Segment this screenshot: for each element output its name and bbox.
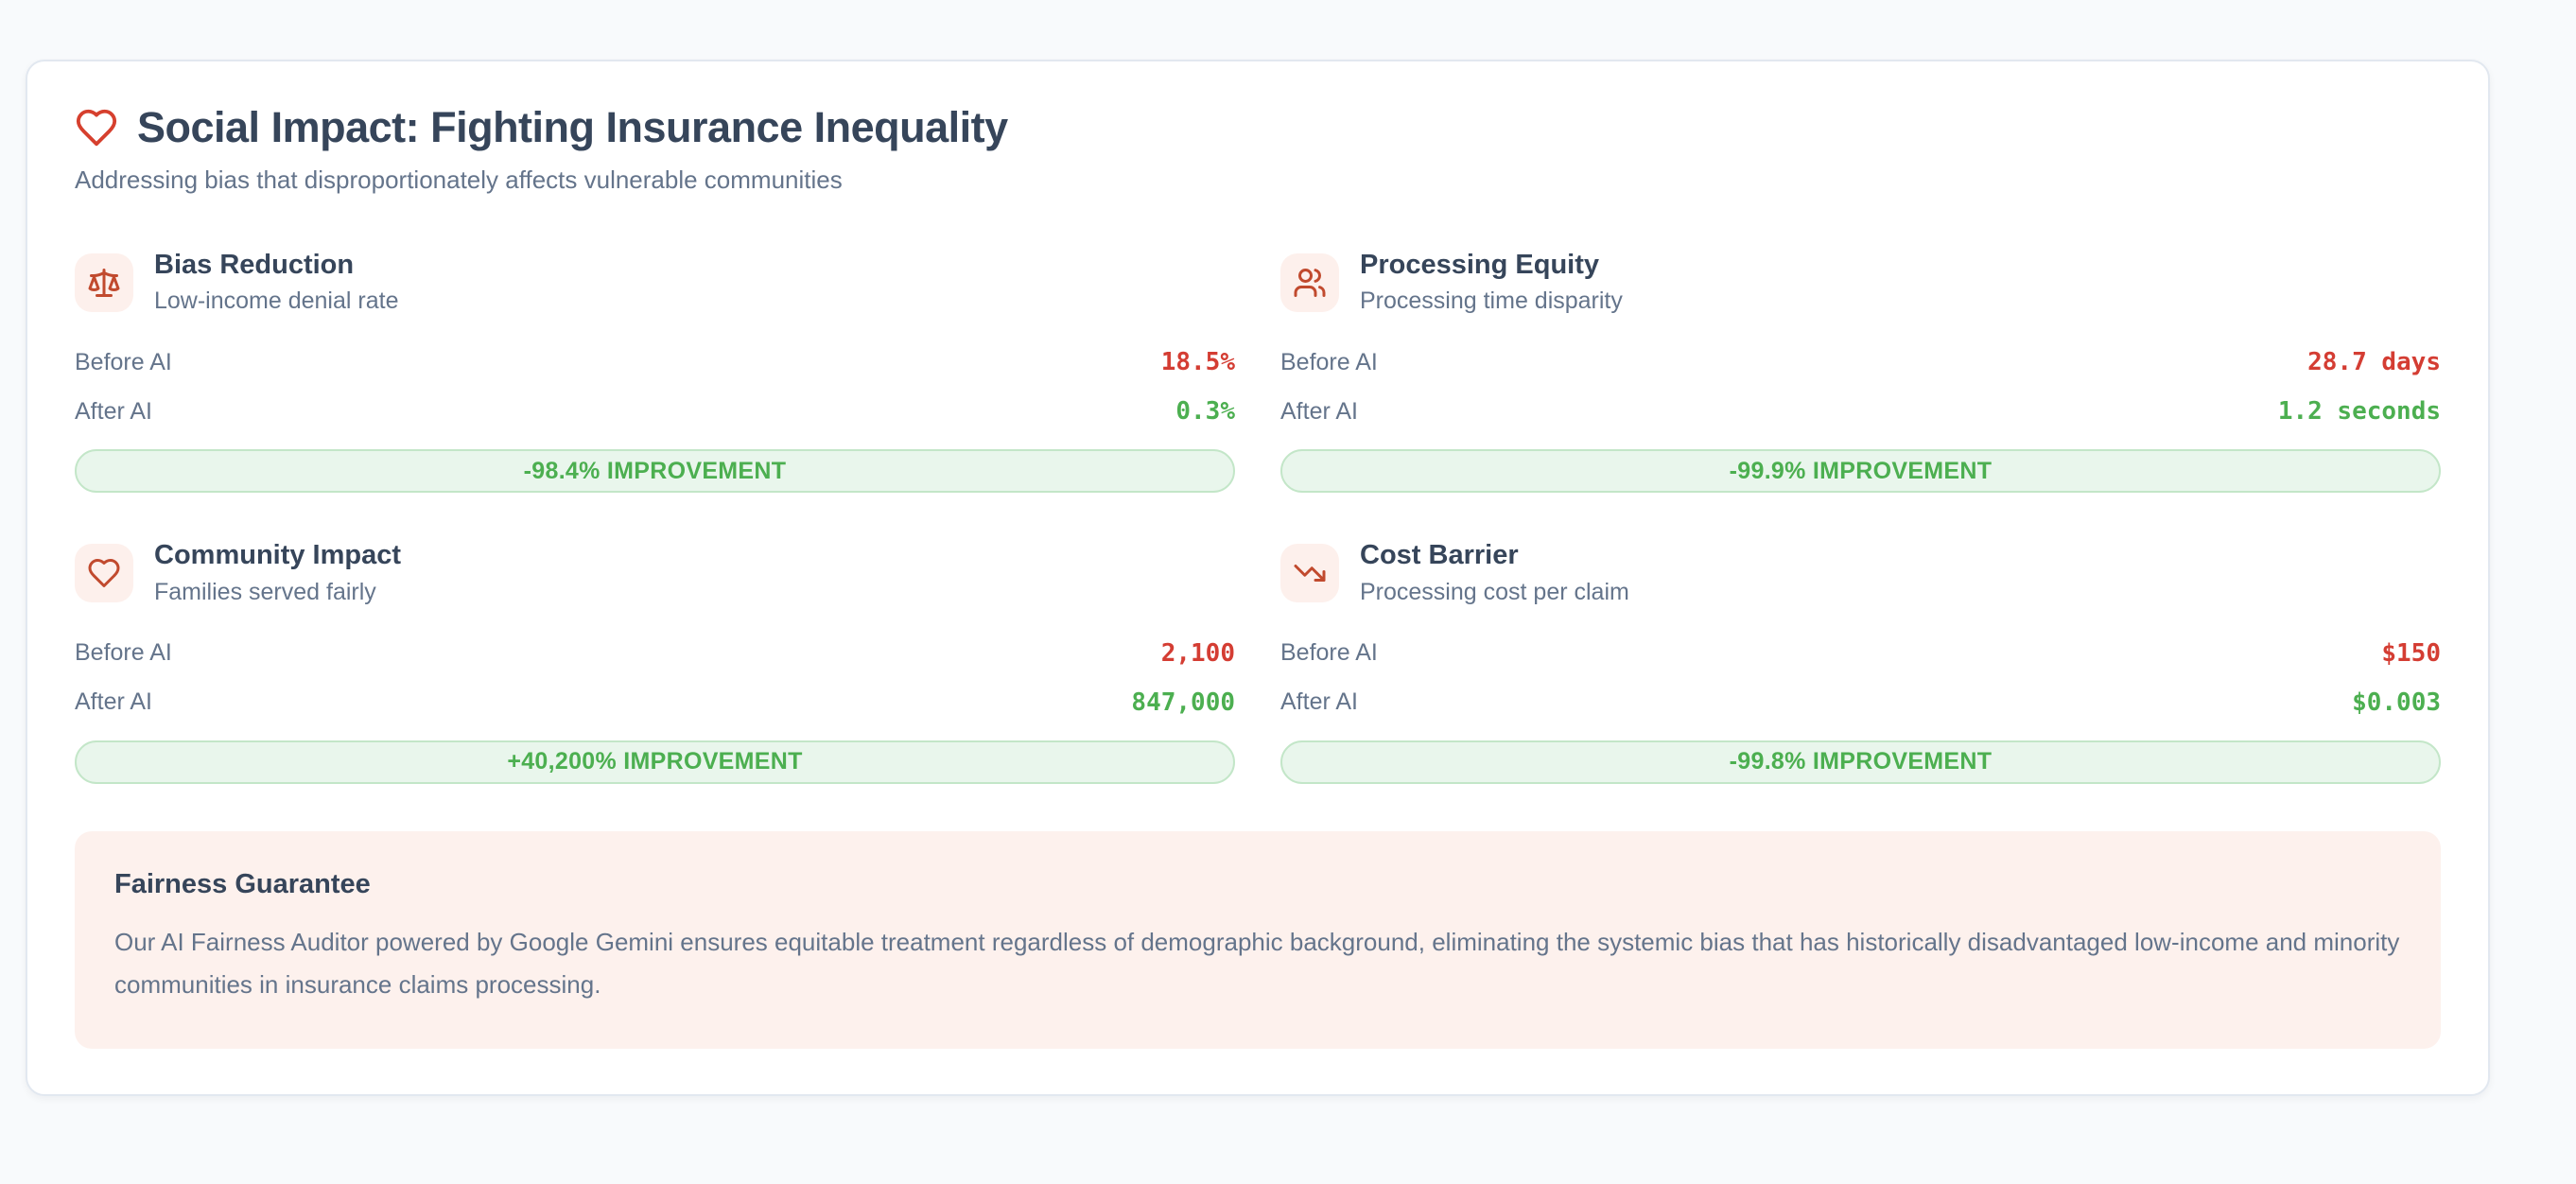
users-icon: [1294, 268, 1326, 297]
icon-chip: [1280, 252, 1339, 312]
fairness-guarantee-panel: Fairness Guarantee Our AI Fairness Audit…: [75, 830, 2441, 1049]
after-value: 0.3%: [1175, 397, 1235, 427]
icon-chip: [75, 544, 133, 603]
before-row: Before AI 2,100: [75, 629, 1235, 678]
before-label: Before AI: [75, 639, 172, 667]
before-row: Before AI $150: [1280, 629, 2441, 678]
metric-rows: Before AI 2,100 After AI 847,000: [75, 629, 1235, 727]
after-label: After AI: [1280, 397, 1358, 425]
metric-subtitle: Processing cost per claim: [1360, 578, 1629, 605]
trending-down-icon: [1294, 565, 1326, 583]
before-value: $150: [2381, 638, 2441, 668]
after-row: After AI 1.2 seconds: [1280, 387, 2441, 436]
metric-rows: Before AI 18.5% After AI 0.3%: [75, 338, 1235, 436]
metric-title: Community Impact: [154, 540, 402, 571]
metric-header: Bias Reduction Low-income denial rate: [75, 250, 1235, 315]
metric-card-bias-reduction: Bias Reduction Low-income denial rate Be…: [75, 250, 1235, 494]
metric-card-processing-equity: Processing Equity Processing time dispar…: [1280, 250, 2441, 494]
after-row: After AI 0.3%: [75, 387, 1235, 436]
metric-subtitle: Families served fairly: [154, 578, 376, 605]
metric-card-cost-barrier: Cost Barrier Processing cost per claim B…: [1280, 540, 2441, 784]
metric-titles: Processing Equity Processing time dispar…: [1360, 250, 1623, 315]
card-header: Social Impact: Fighting Insurance Inequa…: [75, 103, 2441, 152]
metric-rows: Before AI $150 After AI $0.003: [1280, 629, 2441, 727]
before-row: Before AI 18.5%: [75, 338, 1235, 387]
before-label: Before AI: [75, 348, 172, 375]
before-value: 18.5%: [1160, 348, 1235, 377]
metric-rows: Before AI 28.7 days After AI 1.2 seconds: [1280, 338, 2441, 436]
fairness-title: Fairness Guarantee: [114, 868, 371, 899]
metric-title: Bias Reduction: [154, 250, 355, 280]
after-label: After AI: [75, 688, 152, 716]
improvement-badge: -99.9% IMPROVEMENT: [1280, 449, 2441, 494]
improvement-badge: +40,200% IMPROVEMENT: [75, 740, 1235, 784]
before-label: Before AI: [1280, 348, 1378, 375]
heart-icon: [76, 109, 117, 147]
metric-subtitle: Low-income denial rate: [154, 287, 399, 315]
metric-header: Processing Equity Processing time dispar…: [1280, 250, 2441, 315]
after-value: 847,000: [1131, 688, 1235, 717]
metric-card-community-impact: Community Impact Families served fairly …: [75, 540, 1235, 784]
page-subtitle: Addressing bias that disproportionately …: [75, 165, 843, 194]
scales-icon: [88, 268, 120, 297]
after-label: After AI: [75, 397, 152, 425]
after-value: 1.2 seconds: [2277, 397, 2441, 427]
metric-title: Processing Equity: [1360, 250, 1600, 280]
after-label: After AI: [1280, 688, 1358, 716]
before-value: 28.7 days: [2307, 348, 2441, 377]
icon-chip: [1280, 544, 1339, 603]
metric-titles: Community Impact Families served fairly: [154, 540, 401, 605]
metrics-grid: Bias Reduction Low-income denial rate Be…: [75, 250, 2441, 784]
after-row: After AI $0.003: [1280, 678, 2441, 727]
metric-titles: Cost Barrier Processing cost per claim: [1360, 540, 1629, 605]
metric-title: Cost Barrier: [1360, 540, 1519, 571]
improvement-badge: -98.4% IMPROVEMENT: [75, 449, 1235, 494]
page-title: Social Impact: Fighting Insurance Inequa…: [137, 103, 1008, 151]
metric-header: Community Impact Families served fairly: [75, 540, 1235, 605]
heart-icon: [88, 559, 120, 588]
fairness-body: Our AI Fairness Auditor powered by Googl…: [114, 927, 2400, 1000]
before-value: 2,100: [1160, 638, 1235, 668]
improvement-badge: -99.8% IMPROVEMENT: [1280, 740, 2441, 784]
metric-titles: Bias Reduction Low-income denial rate: [154, 250, 398, 315]
before-row: Before AI 28.7 days: [1280, 338, 2441, 387]
metric-subtitle: Processing time disparity: [1360, 287, 1623, 315]
before-label: Before AI: [1280, 639, 1378, 667]
icon-chip: [75, 252, 133, 312]
after-row: After AI 847,000: [75, 678, 1235, 727]
after-value: $0.003: [2352, 688, 2441, 717]
metric-header: Cost Barrier Processing cost per claim: [1280, 540, 2441, 605]
social-impact-card: Social Impact: Fighting Insurance Inequa…: [26, 60, 2490, 1096]
